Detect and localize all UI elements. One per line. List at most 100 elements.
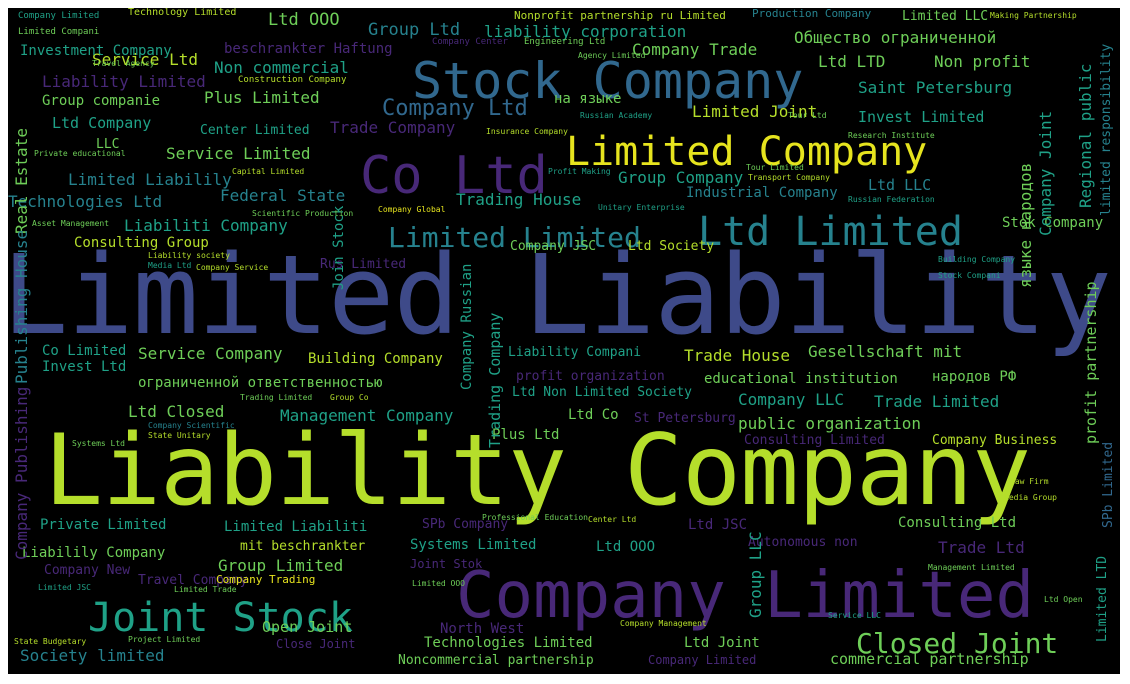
word: Company Ltd bbox=[382, 96, 528, 121]
word: Group companie bbox=[42, 93, 161, 109]
word: Service Company bbox=[138, 344, 283, 363]
word: Joint Stock bbox=[88, 595, 353, 641]
word: Общество ограниченной bbox=[794, 28, 997, 47]
word: public organization bbox=[738, 414, 922, 433]
word: Construction Company bbox=[238, 75, 347, 85]
word: Non profit bbox=[934, 52, 1031, 71]
word: Russian Federation bbox=[848, 195, 935, 204]
word: SPb Company bbox=[422, 517, 509, 532]
word: North West bbox=[440, 621, 525, 637]
word: Limited OOO bbox=[412, 579, 465, 588]
word: Liability Company bbox=[44, 414, 1031, 528]
word: Limited Liability bbox=[8, 231, 1112, 359]
word: Ltd Society bbox=[628, 239, 715, 254]
word: Join Stock bbox=[331, 205, 347, 290]
word: Company Scientific bbox=[148, 421, 235, 430]
word: St Petersburg bbox=[634, 411, 736, 426]
word: Transport Company bbox=[748, 173, 830, 182]
word: Company Limited bbox=[18, 11, 100, 21]
word: Unitary Enterprise bbox=[598, 203, 685, 212]
word: Limited JSC bbox=[38, 583, 91, 592]
word: Limited Trade bbox=[174, 585, 237, 594]
word: Capital Limited bbox=[232, 167, 305, 176]
word: Limited Company bbox=[566, 129, 928, 175]
word: Company Management bbox=[620, 619, 707, 628]
word: Ltd Co bbox=[568, 407, 619, 423]
word: Liability Compani bbox=[508, 345, 642, 360]
word: Law Firm bbox=[1010, 477, 1049, 486]
word: Group LLC bbox=[746, 531, 765, 618]
word: Travel Agency bbox=[92, 59, 155, 68]
word: Limited Liabiliti bbox=[224, 519, 368, 535]
word: языке народов bbox=[1016, 162, 1035, 288]
word: Non commercial bbox=[214, 58, 349, 77]
word: Project Limited bbox=[128, 635, 201, 644]
word: Open Joint bbox=[262, 618, 353, 636]
word: Company Service bbox=[196, 263, 269, 272]
word: Publishing House bbox=[12, 229, 31, 384]
word: State Budgetary bbox=[14, 637, 87, 646]
word: Engineering Ltd bbox=[524, 37, 606, 47]
word: limited responsibility bbox=[1099, 43, 1114, 216]
word: Company Trade bbox=[632, 40, 758, 59]
word: Consulting Ltd bbox=[898, 515, 1017, 531]
word: profit organization bbox=[516, 369, 665, 384]
word: Trade Company bbox=[330, 118, 456, 137]
word: Company Center bbox=[432, 37, 508, 47]
word: Rus Limited bbox=[320, 257, 407, 272]
word: Trade Limited bbox=[874, 392, 1000, 411]
word: Company JSC bbox=[510, 239, 597, 254]
word-cloud: Limited Liability Liability Company Comp… bbox=[8, 8, 1120, 674]
word: Joint Stok bbox=[410, 557, 483, 571]
word: commercial partnership bbox=[830, 650, 1029, 668]
word: Service LLC bbox=[828, 611, 881, 620]
word: Trade House bbox=[684, 346, 790, 365]
word: Consulting Group bbox=[74, 235, 209, 251]
word: Trade Ltd bbox=[938, 538, 1025, 557]
word: Ltd Limited bbox=[698, 209, 963, 255]
word: ограниченной ответственностью bbox=[138, 375, 383, 391]
word: Insurance Company bbox=[486, 127, 568, 136]
word: Limited Limited bbox=[388, 221, 641, 254]
word: Ltd Closed bbox=[128, 402, 225, 421]
word: Limited Joint bbox=[692, 102, 818, 121]
word: Technologies Limited bbox=[424, 635, 593, 651]
word: Plus Ltd bbox=[492, 427, 560, 443]
word: Ltd Non Limited Society bbox=[512, 385, 693, 400]
word: Profit Making bbox=[548, 167, 611, 176]
word: Company Business bbox=[932, 433, 1058, 448]
word: Group Ltd bbox=[368, 20, 461, 40]
word: Ltd Joint bbox=[684, 635, 760, 651]
word: Limited LLC bbox=[902, 9, 989, 24]
word: mit beschrankter bbox=[240, 539, 366, 554]
word: profit partnership bbox=[1082, 281, 1100, 444]
word: liability corporation bbox=[484, 22, 687, 41]
word: Company Russian bbox=[459, 263, 475, 390]
word: Company Joint bbox=[1036, 110, 1055, 236]
word: educational institution bbox=[704, 371, 898, 387]
word: Professional Education bbox=[482, 513, 588, 522]
word: Stock Compani bbox=[938, 271, 1001, 280]
word: Company Publishing bbox=[12, 386, 31, 560]
word: Travel Company bbox=[138, 573, 248, 588]
word: Trading Company bbox=[486, 312, 504, 448]
word: LLC bbox=[96, 137, 120, 152]
word: Regional public bbox=[1076, 63, 1095, 209]
word: Society limited bbox=[20, 646, 165, 665]
word: Trading House bbox=[456, 190, 582, 209]
word: Close Joint bbox=[276, 637, 356, 651]
word: Limited LTD bbox=[1095, 555, 1110, 642]
word: Company New bbox=[44, 563, 131, 578]
word: Company Limited bbox=[456, 559, 1034, 633]
word: Industrial Company bbox=[686, 185, 838, 201]
word: Closed Joint bbox=[856, 627, 1059, 660]
word: Ltd LLC bbox=[868, 176, 932, 194]
word: Ltd Company bbox=[52, 114, 152, 132]
word: Asset Management bbox=[32, 219, 110, 228]
word: Plus Limited bbox=[204, 88, 320, 107]
word: Stock Company bbox=[412, 52, 804, 110]
word: Tour Limited bbox=[746, 163, 804, 172]
word: Liabilily Company bbox=[22, 545, 166, 561]
word: Ltd LTD bbox=[818, 52, 886, 71]
word: Autonomous non bbox=[748, 535, 858, 550]
